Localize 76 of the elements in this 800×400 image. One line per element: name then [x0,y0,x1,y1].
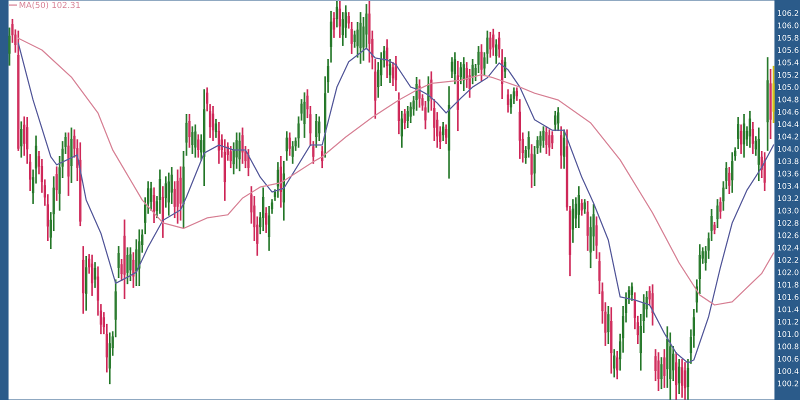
candlestick [197,134,200,158]
candlestick [607,306,610,344]
candlestick [495,39,498,64]
candlestick [504,57,506,78]
candlestick [82,246,84,314]
candlestick [129,247,132,282]
candlestick [288,132,291,156]
candlestick [336,1,338,28]
candlestick [530,144,533,188]
candlestick [545,126,548,154]
candlestick [108,332,111,384]
candlestick [748,110,752,148]
candlestick [454,52,456,84]
candlestick [578,186,580,228]
candlestick [442,122,444,141]
candlestick [728,167,730,194]
candlestick [556,107,560,132]
candlestick [630,282,634,301]
candlestick [584,199,586,214]
candlestick [291,141,294,164]
candlestick [471,59,474,84]
candlestick [663,349,666,388]
line-series [18,42,774,364]
candlestick [230,146,232,168]
candlestick [132,252,135,288]
candlestick [150,182,152,211]
candlestick [400,110,404,148]
candlestick [194,124,197,158]
candlestick [678,359,680,394]
candlestick [492,28,494,56]
candlestick [264,207,268,233]
candlestick [406,106,409,128]
candlestick [562,129,566,169]
candlestick [338,1,342,38]
candlestick [740,124,742,154]
candlestick [398,92,400,134]
candlestick [560,126,562,169]
candlestick [90,254,94,296]
legend-label: MA(50) 102.31 [20,2,80,10]
candlestick [580,199,583,216]
candlestick [548,129,551,156]
candlestick [616,351,618,380]
candlestick [752,122,754,154]
candlestick [444,124,448,144]
candlestick [758,128,760,182]
candlestick [462,57,465,91]
candlestick [386,39,388,78]
candlestick [572,199,574,243]
candlestick [218,122,220,164]
candlestick [262,187,264,232]
candlestick [191,126,194,154]
candlestick [315,114,318,148]
candlestick [674,352,678,400]
candlestick [660,357,663,390]
candlestick [158,170,162,214]
candlestick [276,162,280,198]
candlestick [286,131,288,161]
candlestick [247,149,250,176]
candlestick [55,166,58,201]
candlestick [763,152,766,191]
candlestick [117,246,120,278]
line-series [18,38,774,306]
candlestick [610,307,612,374]
candlestick [680,359,684,398]
candlestick [404,109,406,130]
candlestick [20,121,22,158]
candlestick [613,349,616,378]
candlestick [188,114,191,148]
candlestick [554,110,556,132]
candlestick [394,56,398,91]
candlestick [238,132,241,172]
candlestick [138,229,140,286]
candlestick [719,197,722,219]
candlestick [489,32,492,58]
candlestick [651,284,654,326]
candlestick [320,146,324,168]
